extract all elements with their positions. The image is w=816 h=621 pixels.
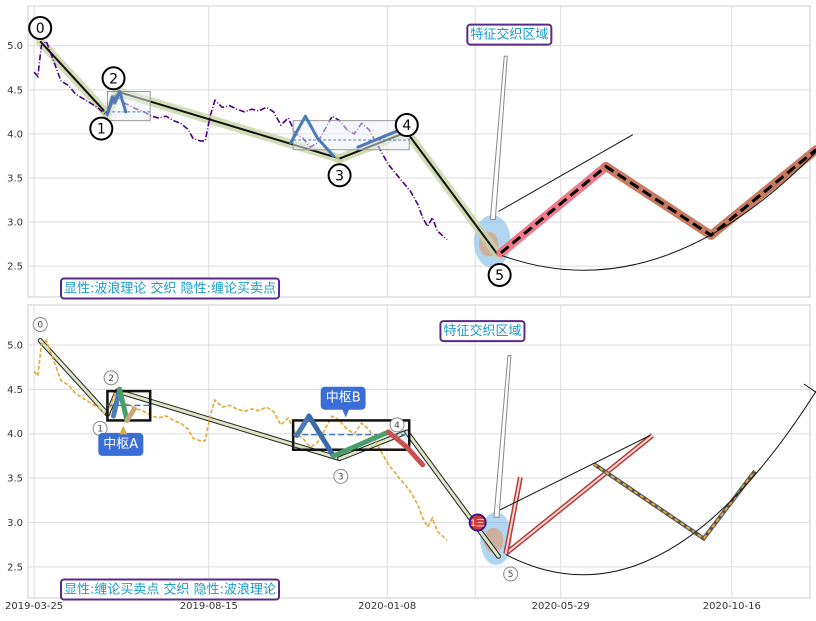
top-stroke-line [405, 131, 500, 257]
xtick-label: 2020-10-16 [703, 601, 761, 612]
top-annotation-arrow [489, 55, 508, 220]
top-caption [60, 277, 281, 300]
bottom-wave-node [503, 566, 519, 582]
xtick-label: 2020-01-08 [358, 601, 416, 612]
bottom-stroke-line [115, 389, 342, 461]
top-feature-label-text: 特征交织区域 [470, 27, 548, 43]
bottom-wave-node [103, 370, 119, 386]
top-ytick-label: 4.5 [7, 85, 23, 96]
bottom-thin-line [495, 435, 651, 513]
top-forecast-dash [499, 148, 816, 255]
bottom-ytick-label: 2.5 [7, 562, 23, 573]
top-thin-line [498, 134, 634, 212]
bottom-minor-segment [306, 413, 336, 459]
xtick-label: 2020-05-29 [532, 601, 590, 612]
top-ytick-label: 4.0 [7, 129, 23, 140]
top-minor-segment [356, 128, 403, 149]
bottom-wave-node-label: 5 [508, 570, 514, 580]
bottom-minor-segment [117, 386, 130, 423]
bottom-stroke-line [105, 389, 119, 416]
top-caption-text: 显性:波浪理论 交织 隐性:缠论买卖点 [64, 281, 276, 297]
bottom-thin-line [803, 383, 816, 393]
bottom-caption-text: 显性:缠论买卖点 交织 隐性:波浪理论 [64, 582, 276, 598]
bottom-ytick-label: 3.5 [7, 474, 23, 485]
top-wave-node [89, 116, 114, 141]
bottom-feature-label-text: 特征交织区域 [443, 323, 521, 339]
bottom-minor-segment [124, 406, 137, 423]
xtick-label: 2019-03-25 [5, 601, 63, 612]
bottom-wave-node-label: 1 [97, 424, 103, 434]
top-wave-node-label: 4 [402, 118, 411, 134]
top-ytick-label: 2.5 [7, 262, 23, 273]
bottom-minor-segment [331, 429, 391, 459]
bottom-arc [505, 390, 816, 576]
bottom-ytick-label: 4.5 [7, 385, 23, 396]
bottom-wave-node-label: 2 [108, 374, 114, 384]
top-forecast-band [706, 145, 816, 240]
top-ytick-label: 5.0 [7, 41, 23, 52]
top-arc [501, 151, 816, 271]
top-price-line [33, 39, 448, 241]
top-minor-segment [289, 114, 335, 158]
top-ytick-label: 3.5 [7, 173, 23, 184]
bottom-forecast-inner [505, 434, 654, 555]
bottom-wave-node-label: 0 [37, 321, 43, 331]
bottom-wave-node [389, 417, 405, 433]
top-minor-segment [105, 90, 128, 116]
bottom-caption [60, 578, 281, 601]
bottom-price-line [33, 339, 448, 541]
bottom-feature-label [439, 320, 526, 343]
bottom-wave-node [333, 468, 349, 484]
top-wave-node [101, 66, 126, 91]
zs-label-pointer [341, 408, 350, 418]
top-feature-label [466, 23, 553, 46]
top-zs-box [106, 91, 151, 122]
bottom-wave-node-label: 4 [394, 421, 400, 431]
bottom-forecast-inner [504, 477, 522, 554]
bottom-wave-node [32, 317, 48, 333]
top-wave-node-label: 2 [109, 71, 118, 87]
bottom-ytick-label: 4.0 [7, 429, 23, 440]
xtick-label: 2019-08-15 [180, 601, 238, 612]
top-wave-node-label: 3 [335, 168, 344, 184]
top-wave-node-label: 5 [495, 268, 504, 284]
bottom-ytick-label: 5.0 [7, 340, 23, 351]
bottom-annotation-arrow [493, 355, 512, 518]
top-wave-node-label: 1 [97, 122, 106, 138]
bottom-minor-segment [294, 413, 312, 438]
bottom-minor-segment [386, 429, 426, 468]
zs-label-box-text: 中枢A [103, 437, 138, 452]
bottom-ytick-label: 3.0 [7, 518, 23, 529]
zs-label-box-text: 中枢B [326, 391, 361, 406]
top-wave-node [394, 113, 419, 138]
top-wave-node [487, 262, 512, 287]
bottom-wave-node-label: 3 [338, 472, 344, 482]
top-wave-node [28, 16, 53, 41]
buy-point-marker [468, 513, 487, 532]
top-ytick-label: 3.0 [7, 218, 23, 229]
zs-label-pointer [119, 425, 128, 435]
top-wave-node-label: 0 [36, 21, 45, 37]
top-wave-node [327, 163, 352, 188]
bottom-stroke-line [405, 430, 500, 558]
buy-point-label: 1三 [470, 519, 485, 529]
